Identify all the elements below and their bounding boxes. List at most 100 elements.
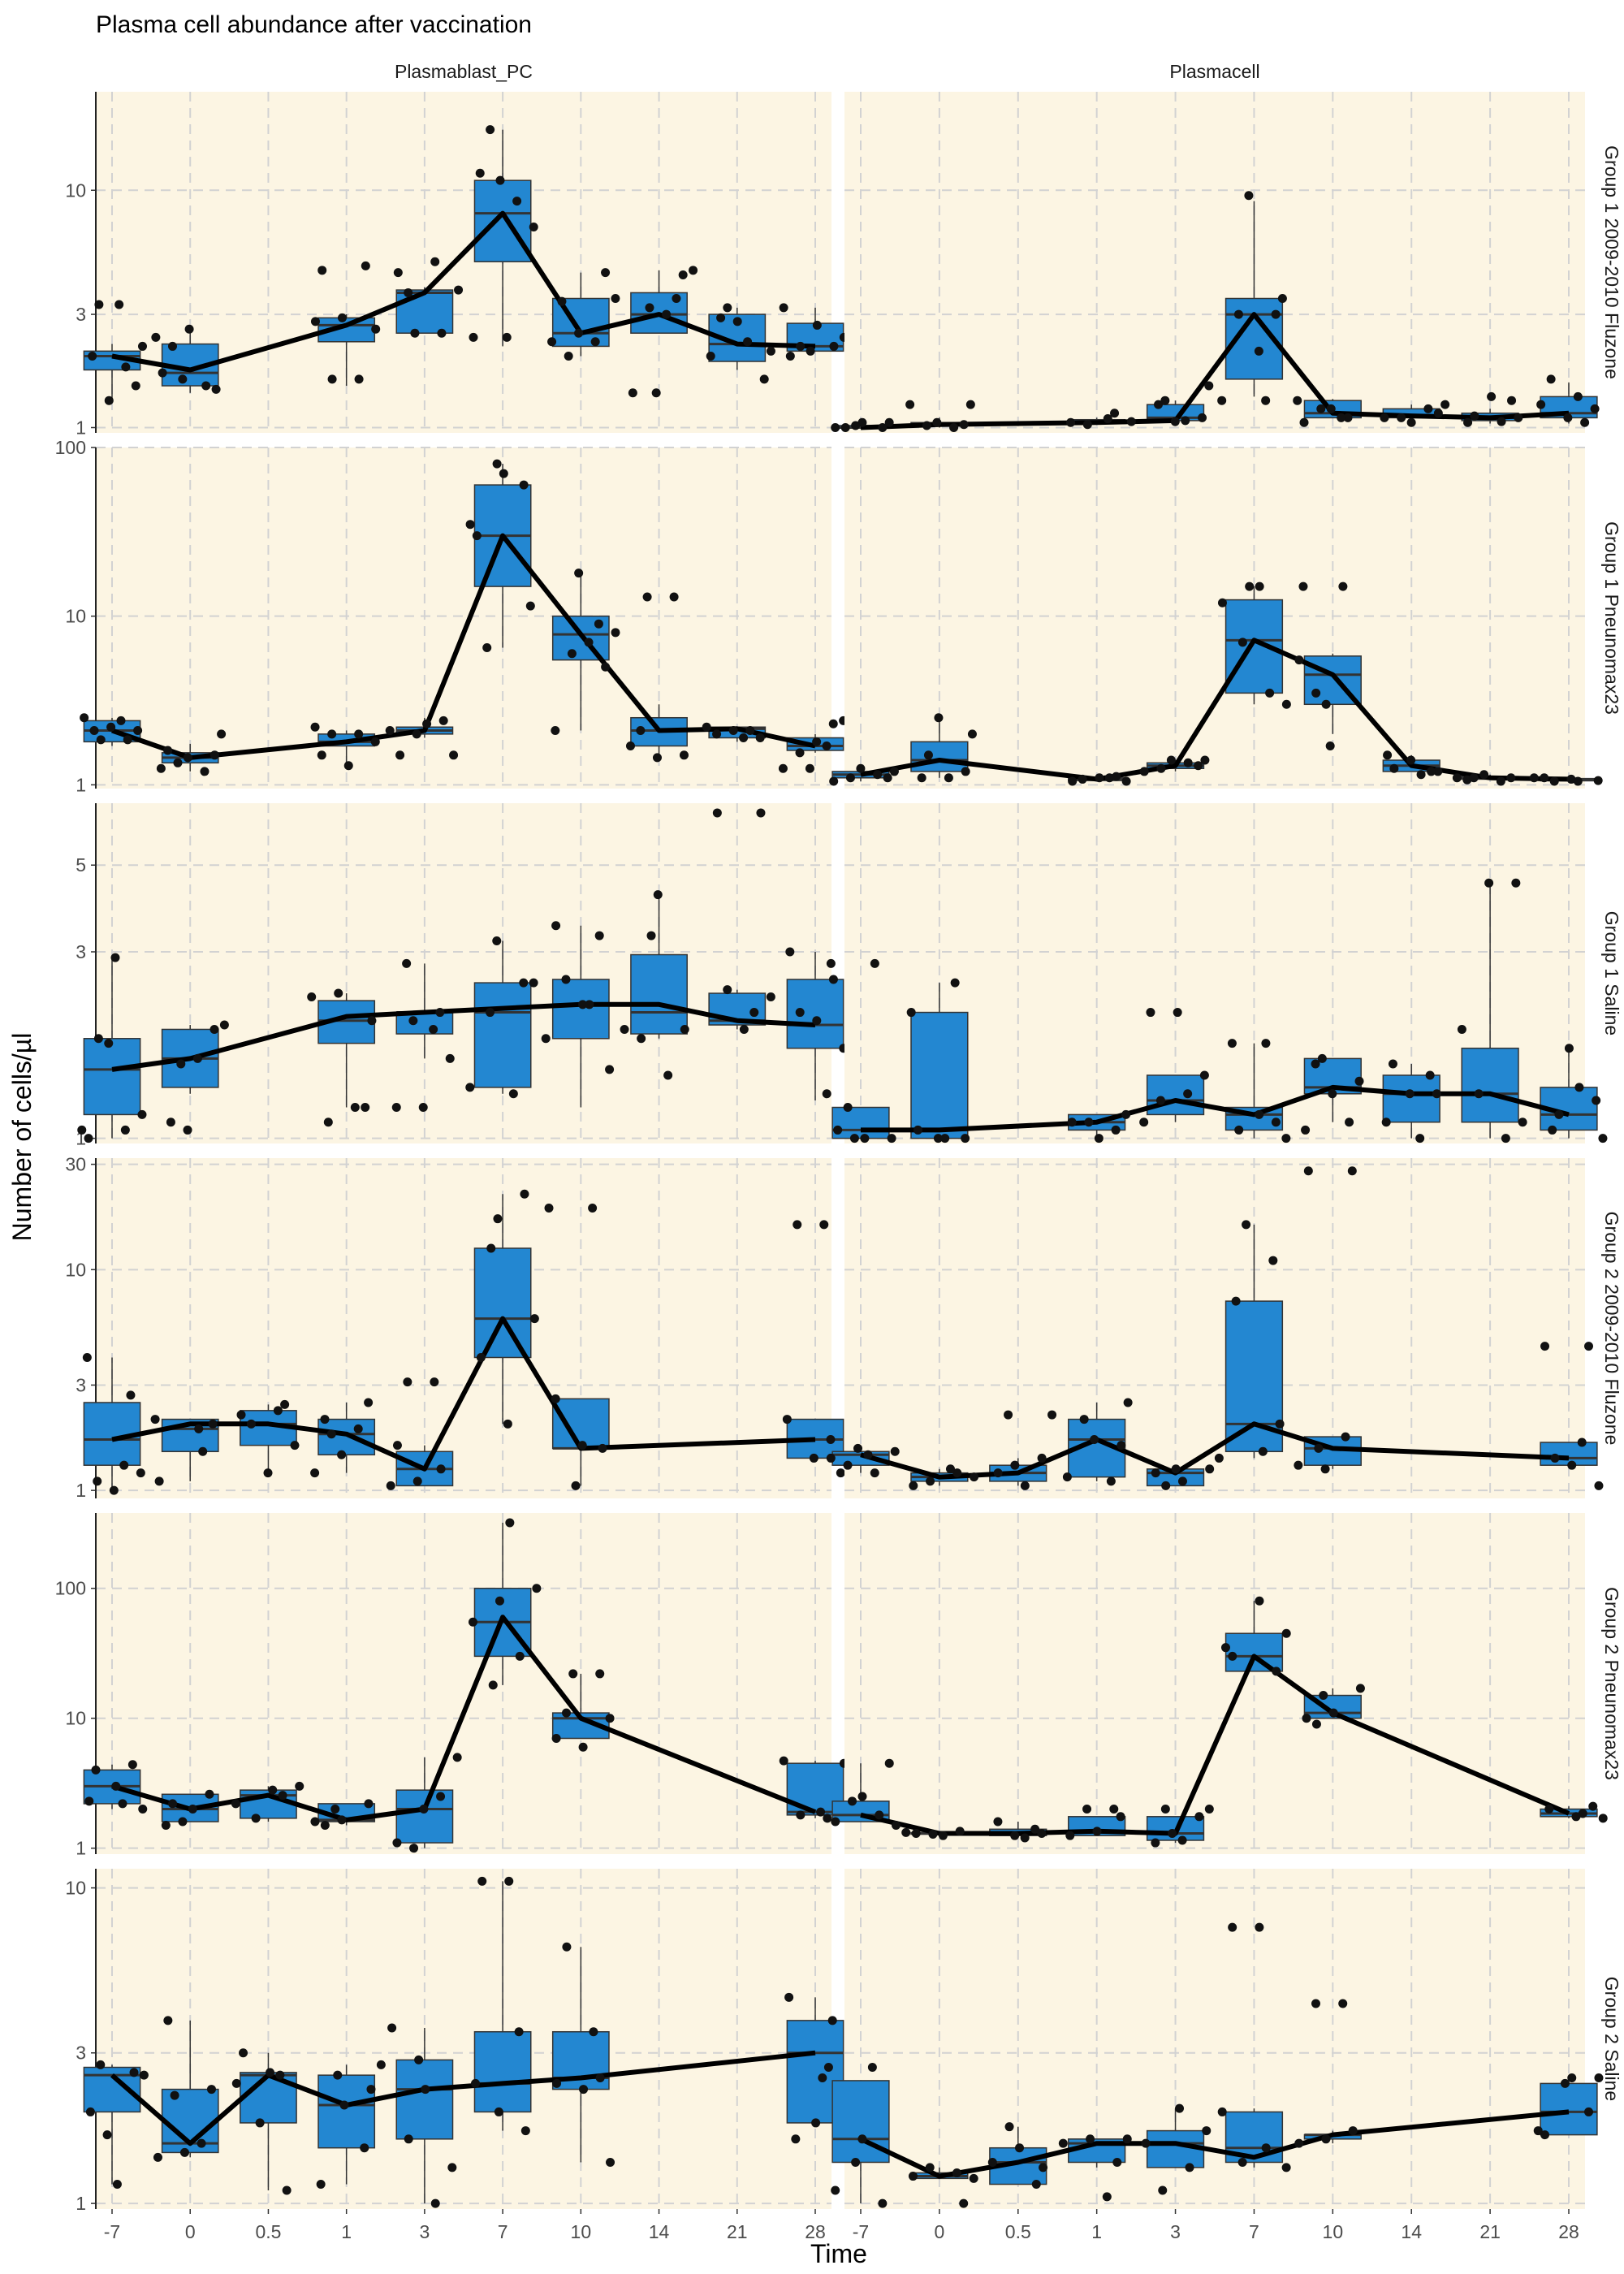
- data-point: [1433, 767, 1443, 776]
- data-point: [552, 2078, 562, 2088]
- data-point: [119, 1460, 129, 1470]
- panel: [823, 1869, 1604, 2209]
- data-point: [1501, 1134, 1510, 1143]
- data-point: [601, 268, 611, 278]
- data-point: [512, 197, 522, 206]
- data-point: [327, 729, 337, 739]
- data-point: [944, 773, 953, 783]
- data-point: [1227, 1039, 1237, 1048]
- data-point: [1092, 1827, 1102, 1836]
- data-point: [1440, 400, 1450, 409]
- data-point: [231, 1799, 240, 1809]
- data-point: [1204, 381, 1214, 391]
- data-point: [133, 725, 143, 735]
- x-tick-label: 3: [1170, 2221, 1181, 2242]
- data-point: [816, 1807, 826, 1817]
- data-point: [529, 978, 538, 988]
- data-point: [601, 662, 611, 672]
- data-point: [1427, 767, 1436, 776]
- data-point: [892, 1821, 901, 1831]
- data-point: [577, 1441, 587, 1450]
- data-point: [111, 1781, 121, 1791]
- data-point: [404, 287, 413, 297]
- data-point: [544, 1204, 554, 1213]
- data-point: [590, 337, 600, 347]
- data-point: [82, 1352, 92, 1362]
- data-point: [1281, 699, 1291, 709]
- x-tick-label: 14: [649, 2221, 670, 2242]
- data-point: [1275, 1419, 1285, 1429]
- data-point: [1560, 2078, 1570, 2088]
- data-point: [1068, 776, 1078, 786]
- data-point: [870, 958, 879, 968]
- data-point: [1121, 1109, 1131, 1119]
- data-point: [993, 1468, 1003, 1478]
- data-point: [826, 958, 836, 968]
- data-point: [1588, 1801, 1598, 1811]
- data-point: [1261, 2143, 1271, 2153]
- data-point: [1518, 1118, 1527, 1127]
- data-point: [206, 2085, 216, 2095]
- data-point: [934, 713, 944, 723]
- data-point: [952, 1468, 962, 1478]
- box: [1146, 1074, 1205, 1116]
- data-point: [1592, 1096, 1601, 1105]
- data-point: [863, 1450, 873, 1459]
- data-point: [387, 2023, 397, 2033]
- data-point: [1347, 1166, 1357, 1176]
- data-point: [1462, 775, 1472, 785]
- data-point: [508, 1089, 518, 1099]
- data-point: [1598, 1814, 1608, 1823]
- x-tick-label: -7: [853, 2221, 869, 2242]
- data-point: [628, 388, 637, 398]
- box: [395, 1011, 454, 1035]
- data-point: [1242, 1220, 1251, 1230]
- data-point: [154, 1476, 164, 1486]
- data-point: [743, 337, 753, 347]
- data-point: [779, 1756, 788, 1766]
- box: [1540, 1442, 1598, 1466]
- data-point: [266, 2068, 275, 2077]
- data-point: [1116, 1812, 1125, 1822]
- data-point: [89, 725, 99, 735]
- data-point: [1294, 655, 1304, 665]
- data-point: [1268, 1256, 1278, 1265]
- data-point: [1302, 1714, 1311, 1723]
- median-trend-line: [111, 1615, 817, 1822]
- data-point: [678, 270, 688, 279]
- data-point: [605, 1714, 615, 1723]
- y-tick-label: 100: [55, 437, 86, 458]
- data-point: [1104, 773, 1114, 783]
- data-point: [1321, 699, 1331, 709]
- data-point: [1139, 767, 1149, 776]
- data-point: [1183, 1089, 1193, 1099]
- data-point: [831, 2185, 840, 2195]
- data-point: [170, 2090, 179, 2100]
- data-point: [875, 1810, 884, 1820]
- y-tick-label: 3: [76, 1374, 86, 1395]
- data-point: [436, 1792, 446, 1801]
- data-point: [343, 761, 353, 771]
- data-point: [732, 317, 742, 326]
- data-point: [1062, 1472, 1072, 1482]
- data-point: [414, 2055, 424, 2064]
- data-point: [137, 1109, 147, 1119]
- data-point: [873, 770, 883, 780]
- data-point: [239, 2048, 248, 2058]
- data-point: [1103, 414, 1112, 424]
- data-point: [1234, 1125, 1244, 1135]
- data-point: [1141, 2138, 1151, 2148]
- data-point: [795, 748, 805, 758]
- data-point: [1479, 770, 1489, 780]
- data-point: [1020, 1833, 1030, 1843]
- data-point: [723, 985, 732, 995]
- data-point: [1090, 1435, 1099, 1445]
- data-point: [126, 1390, 136, 1400]
- data-point: [1319, 1691, 1328, 1701]
- data-point: [851, 2157, 861, 2167]
- chart-title: Plasma cell abundance after vaccination: [96, 11, 532, 38]
- y-tick-label: 3: [76, 304, 86, 325]
- data-point: [1529, 773, 1539, 783]
- data-point: [88, 352, 97, 361]
- data-point: [1388, 1059, 1397, 1069]
